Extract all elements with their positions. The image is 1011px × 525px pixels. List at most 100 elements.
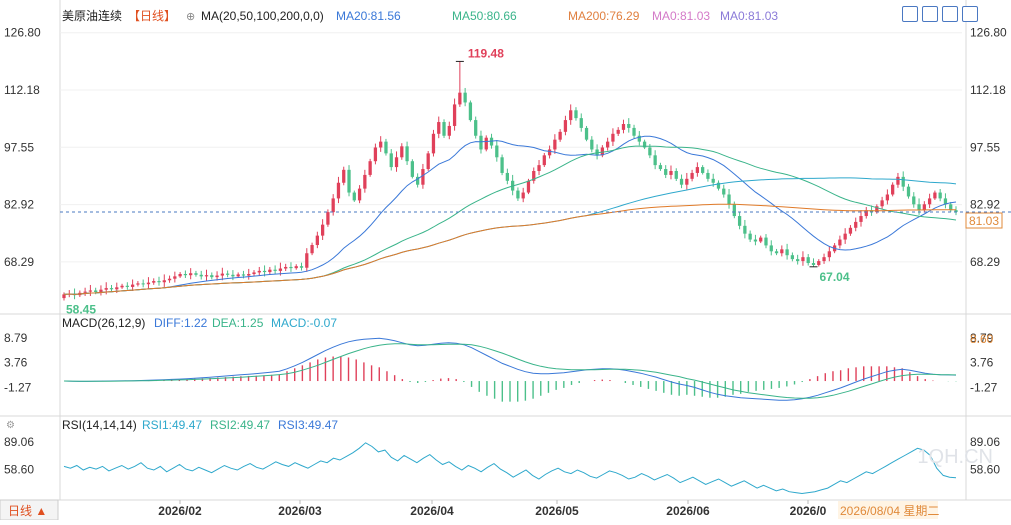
macd-marks: 8.60	[63, 332, 994, 402]
candle-body	[463, 92, 467, 103]
candle-body	[331, 198, 335, 213]
candle-body	[627, 124, 631, 128]
candle-body	[880, 200, 884, 207]
candle-body	[167, 278, 172, 281]
candle-body	[716, 182, 721, 189]
candle-body	[458, 92, 462, 105]
candle-body	[326, 212, 330, 225]
candle-body	[774, 251, 779, 254]
candle-body	[569, 110, 573, 121]
candle-body	[822, 257, 826, 262]
refresh-icon[interactable]: ⊕	[186, 11, 195, 23]
candle-body	[88, 290, 93, 292]
rsi-line	[63, 442, 957, 495]
candle-body	[917, 204, 921, 211]
ma-line-ma200	[63, 203, 956, 295]
zoom-in-icon[interactable]	[902, 6, 918, 22]
candle-body	[410, 161, 414, 177]
start-label: 58.45	[66, 302, 96, 316]
zoom-out-icon[interactable]	[922, 6, 938, 22]
candle-body	[674, 171, 678, 179]
candle-body	[516, 190, 520, 199]
candle-body	[843, 233, 847, 240]
candle-body	[415, 176, 420, 185]
candle-body	[600, 147, 605, 156]
macd-dea-line	[63, 343, 957, 399]
candle-body	[247, 274, 251, 276]
candle-body	[685, 178, 689, 185]
candle-body	[764, 237, 768, 246]
candle-body	[273, 269, 277, 271]
candle-body	[579, 118, 583, 128]
candle-body	[801, 257, 805, 262]
candle-body	[468, 102, 473, 121]
candle-body	[864, 210, 868, 217]
layout-icon[interactable]	[942, 6, 958, 22]
candle-body	[289, 266, 293, 269]
candle-body	[885, 194, 890, 201]
candle-body	[431, 133, 436, 154]
legend-ma50: MA50:80.66	[452, 9, 517, 23]
candle-body	[357, 188, 362, 201]
candle-body	[642, 141, 647, 148]
rsi2-legend: RSI2:49.47	[210, 418, 270, 432]
candle-body	[452, 104, 457, 126]
candle-body	[299, 266, 304, 268]
window-icon[interactable]	[962, 6, 978, 22]
candle-body	[848, 227, 853, 234]
x-axis-label: 2026/0	[790, 504, 827, 518]
candle-body	[780, 249, 784, 254]
candle-body	[115, 287, 119, 290]
candle-body	[315, 235, 319, 246]
candle-body	[796, 259, 800, 262]
price-tick-right: 112.18	[970, 83, 1006, 97]
rsi-tick-left: 89.06	[4, 435, 34, 449]
candle-body	[220, 273, 224, 276]
candle-body	[204, 275, 209, 277]
candle-body	[368, 161, 372, 175]
candle-body	[152, 281, 156, 283]
period-label: 【日线】	[128, 9, 176, 23]
candle-body	[83, 291, 87, 293]
candle-body	[553, 139, 557, 150]
candle-body	[373, 147, 378, 162]
macd-tick-left: 3.76	[4, 356, 28, 370]
candle-body	[173, 276, 177, 279]
candle-body	[806, 257, 810, 264]
candle-body	[743, 225, 747, 234]
rsi-settings-icon[interactable]: ⚙	[6, 420, 15, 431]
candle-body	[363, 174, 367, 189]
rsi-tick-right: 89.06	[970, 435, 1000, 449]
candle-body	[632, 127, 636, 136]
candle-body	[727, 194, 731, 205]
candle-body	[426, 153, 430, 170]
candle-body	[616, 129, 620, 134]
candle-body	[537, 165, 541, 171]
candle-body	[732, 204, 736, 217]
cursor-date-box	[838, 501, 938, 519]
price-tick-left: 82.92	[4, 198, 34, 212]
instrument-title: 美原油连续	[62, 8, 122, 23]
candle-body	[99, 289, 103, 293]
candle-body	[827, 251, 831, 258]
price-tick-left: 97.55	[4, 140, 34, 154]
price-tick-left: 68.29	[4, 255, 34, 269]
candle-body	[199, 274, 203, 277]
candle-body	[521, 192, 525, 199]
candle-body	[146, 282, 151, 285]
candle-body	[294, 266, 298, 269]
x-axis-label: 2026/02	[158, 504, 202, 518]
candle-body	[811, 263, 816, 265]
rsi-title: RSI(14,14,14)	[62, 418, 137, 432]
candle-body	[695, 167, 700, 173]
candle-body	[389, 153, 393, 168]
candle-body	[954, 210, 958, 213]
candle-body	[558, 131, 562, 140]
candle-body	[901, 176, 905, 187]
candle-body	[859, 216, 863, 222]
rsi1-legend: RSI1:49.47	[142, 418, 202, 432]
period-button[interactable]: 日线 ▲	[8, 504, 47, 518]
candle-body	[305, 253, 309, 268]
price-tick-right: 68.29	[970, 255, 1000, 269]
